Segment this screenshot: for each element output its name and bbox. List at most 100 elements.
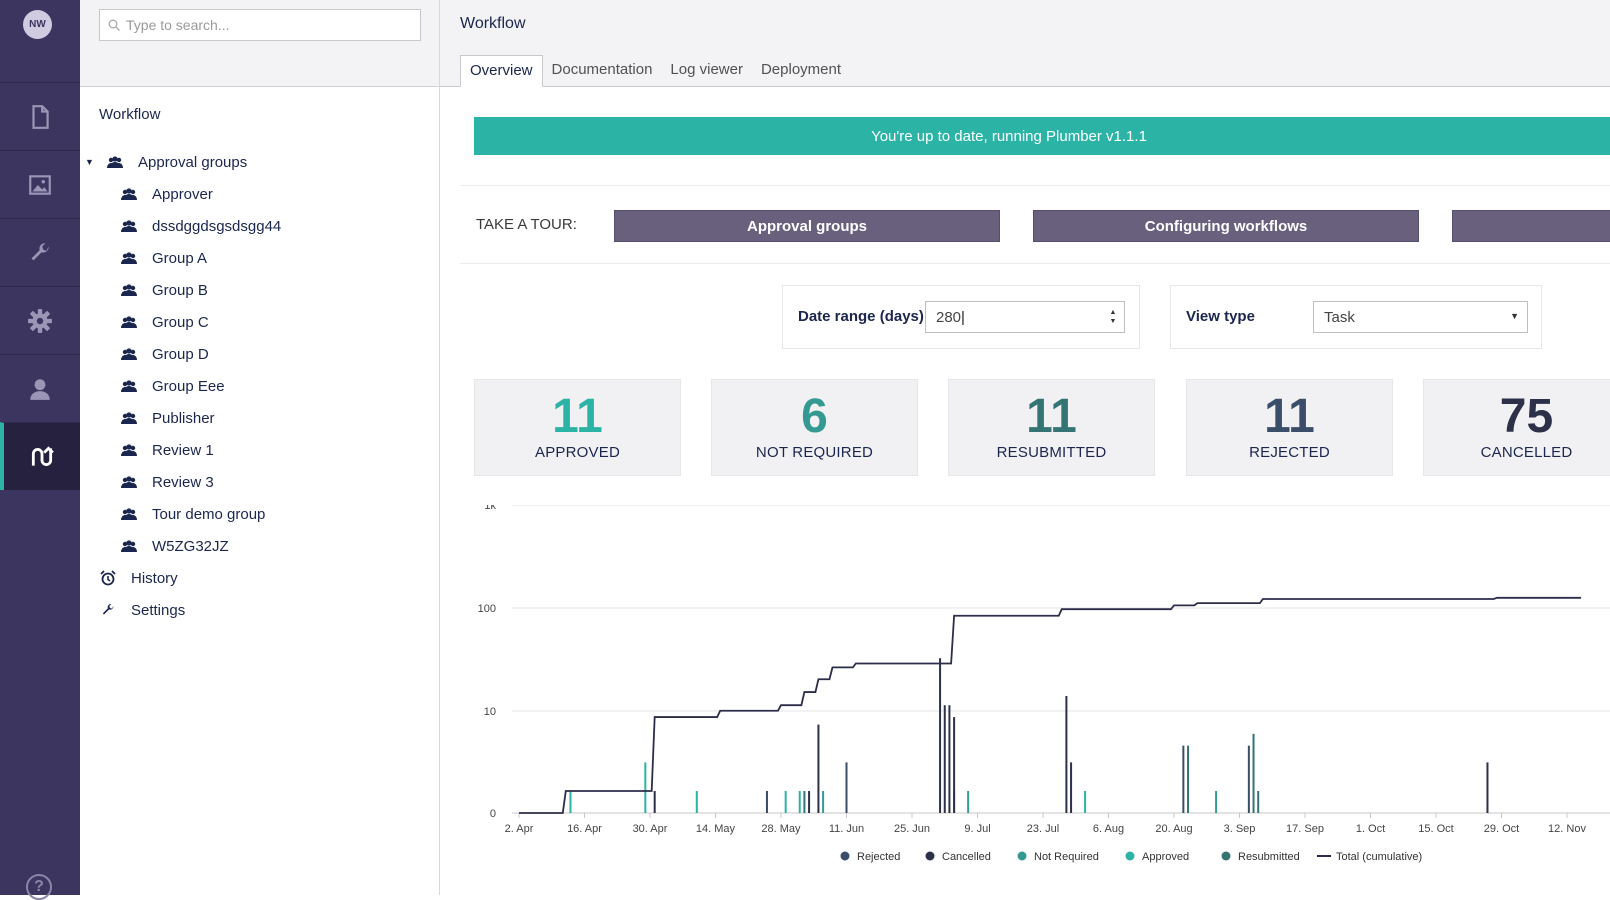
date-range-input[interactable]: 280 | ▲ ▼ bbox=[925, 301, 1125, 333]
x-tick-label: 30. Apr bbox=[633, 823, 668, 835]
bar-rejected bbox=[1247, 745, 1250, 813]
bar-cancelled bbox=[1065, 696, 1068, 813]
bar-not-required bbox=[967, 791, 970, 813]
x-tick-label: 3. Sep bbox=[1224, 823, 1256, 835]
workflow-tree-panel: Workflow ▼ Approval groups Approver dssdggd… bbox=[80, 0, 440, 895]
tree-item-label: Review 3 bbox=[152, 473, 214, 491]
stat-not-required: 6 NOT REQUIRED bbox=[711, 379, 918, 476]
x-tick-label: 2. Apr bbox=[505, 823, 534, 835]
group-icon bbox=[120, 475, 138, 489]
rail-settings-button[interactable] bbox=[0, 286, 80, 354]
stat-rejected-label: REJECTED bbox=[1249, 444, 1330, 461]
bar-rejected bbox=[845, 762, 848, 813]
text-caret: | bbox=[961, 308, 965, 326]
bar-not-required bbox=[822, 791, 825, 813]
tree-item-group-c[interactable]: Group C bbox=[80, 306, 440, 338]
avatar[interactable]: NW bbox=[23, 10, 52, 39]
bar-cancelled bbox=[953, 717, 956, 813]
x-tick-label: 17. Sep bbox=[1286, 823, 1324, 835]
tree-item-label: Tour demo group bbox=[152, 505, 266, 523]
bar-cancelled bbox=[943, 705, 946, 813]
x-tick-label: 20. Aug bbox=[1155, 823, 1192, 835]
rail-users-button[interactable] bbox=[0, 354, 80, 422]
bar-rejected bbox=[1182, 745, 1185, 813]
legend-dot-marker bbox=[1017, 851, 1027, 861]
legend-item-label: Total (cumulative) bbox=[1336, 851, 1422, 863]
tab-log-viewer[interactable]: Log viewer bbox=[670, 61, 743, 78]
help-icon[interactable]: ? bbox=[26, 874, 52, 900]
x-tick-label: 25. Jun bbox=[894, 823, 930, 835]
tree-item-label: History bbox=[131, 569, 178, 587]
tree-item-approver[interactable]: Approver bbox=[80, 178, 440, 210]
tree-item-review-3[interactable]: Review 3 bbox=[80, 466, 440, 498]
tab-documentation[interactable]: Documentation bbox=[551, 61, 653, 78]
legend-item-label: Cancelled bbox=[942, 851, 991, 863]
search-input[interactable] bbox=[100, 10, 420, 40]
tree-item-label: Group C bbox=[152, 313, 209, 331]
tree-item-publisher[interactable]: Publisher bbox=[80, 402, 440, 434]
tab-deployment[interactable]: Deployment bbox=[760, 61, 842, 78]
tour-approval-groups-button[interactable]: Approval groups bbox=[614, 210, 1000, 242]
stat-resubmitted-value: 11 bbox=[1026, 390, 1077, 443]
bar-cancelled bbox=[817, 724, 820, 813]
stat-rejected: 11 REJECTED bbox=[1186, 379, 1393, 476]
rail-pages-button[interactable] bbox=[0, 82, 80, 150]
tree-item-group-b[interactable]: Group B bbox=[80, 274, 440, 306]
tree-item-label: W5ZG32JZ bbox=[152, 537, 229, 555]
tab-overview[interactable]: Overview bbox=[460, 55, 543, 87]
tree-item-history[interactable]: History bbox=[80, 562, 440, 594]
bar-cancelled bbox=[939, 658, 942, 813]
x-tick-label: 9. Jul bbox=[964, 823, 990, 835]
tree-item-review-1[interactable]: Review 1 bbox=[80, 434, 440, 466]
tour-configuring-workflows-button[interactable]: Configuring workflows bbox=[1033, 210, 1419, 242]
stat-resubmitted: 11 RESUBMITTED bbox=[948, 379, 1155, 476]
tree-item-dssdggdsgsdsgg44[interactable]: dssdggdsgsdsgg44 bbox=[80, 210, 440, 242]
gear-icon bbox=[28, 308, 52, 333]
bar-approved bbox=[569, 791, 572, 813]
group-icon bbox=[120, 315, 138, 329]
legend-dot-marker bbox=[925, 851, 935, 861]
page-title: Workflow bbox=[460, 15, 526, 32]
main-content: Workflow Overview Documentation Log view… bbox=[440, 0, 1610, 895]
tour-next-button[interactable] bbox=[1452, 210, 1610, 242]
total-cumulative-line bbox=[519, 596, 1582, 814]
rail-tools-button[interactable] bbox=[0, 218, 80, 286]
spinner-up-icon[interactable]: ▲ bbox=[1109, 309, 1117, 316]
stat-approved-label: APPROVED bbox=[535, 444, 620, 461]
tree-item-label: Settings bbox=[131, 601, 186, 619]
rail-files-button[interactable] bbox=[0, 150, 80, 218]
tree-item-settings[interactable]: Settings bbox=[80, 594, 440, 626]
group-icon bbox=[120, 411, 138, 425]
view-type-select[interactable]: Task ▼ bbox=[1313, 301, 1528, 333]
tree-item-tour-demo-group[interactable]: Tour demo group bbox=[80, 498, 440, 530]
image-icon bbox=[29, 174, 51, 195]
tree-item-label: Group Eee bbox=[152, 377, 225, 395]
stat-approved: 11 APPROVED bbox=[474, 379, 681, 476]
spinner-down-icon[interactable]: ▼ bbox=[1109, 318, 1117, 325]
x-tick-label: 12. Nov bbox=[1548, 823, 1586, 835]
legend-item-label: Approved bbox=[1142, 851, 1189, 863]
group-icon bbox=[120, 187, 138, 201]
x-tick-label: 28. May bbox=[761, 823, 801, 835]
legend-dot-marker bbox=[1221, 851, 1231, 861]
tree-item-group-d[interactable]: Group D bbox=[80, 338, 440, 370]
tab-bar: Overview Documentation Log viewer Deploy… bbox=[460, 55, 850, 87]
user-icon bbox=[30, 378, 50, 400]
tree-search-bar bbox=[80, 0, 439, 87]
number-spinner[interactable]: ▲ ▼ bbox=[1108, 308, 1118, 326]
legend-dot-marker bbox=[1125, 851, 1135, 861]
stat-resubmitted-label: RESUBMITTED bbox=[996, 444, 1107, 461]
tree-item-group-eee[interactable]: Group Eee bbox=[80, 370, 440, 402]
tree-item-w5zg32jz[interactable]: W5ZG32JZ bbox=[80, 530, 440, 562]
group-icon bbox=[120, 219, 138, 233]
bar-not-required bbox=[1215, 791, 1218, 813]
y-tick-label: 10 bbox=[484, 706, 496, 718]
legend-item-label: Resubmitted bbox=[1238, 851, 1300, 863]
stat-not-required-label: NOT REQUIRED bbox=[755, 444, 874, 461]
stat-rejected-value: 11 bbox=[1264, 390, 1315, 443]
caret-down-icon[interactable]: ▼ bbox=[85, 157, 94, 167]
rail-workflow-button[interactable] bbox=[0, 422, 80, 490]
y-tick-label: 100 bbox=[478, 603, 496, 615]
tree-item-approval-groups[interactable]: ▼ Approval groups bbox=[80, 146, 440, 178]
tree-item-group-a[interactable]: Group A bbox=[80, 242, 440, 274]
